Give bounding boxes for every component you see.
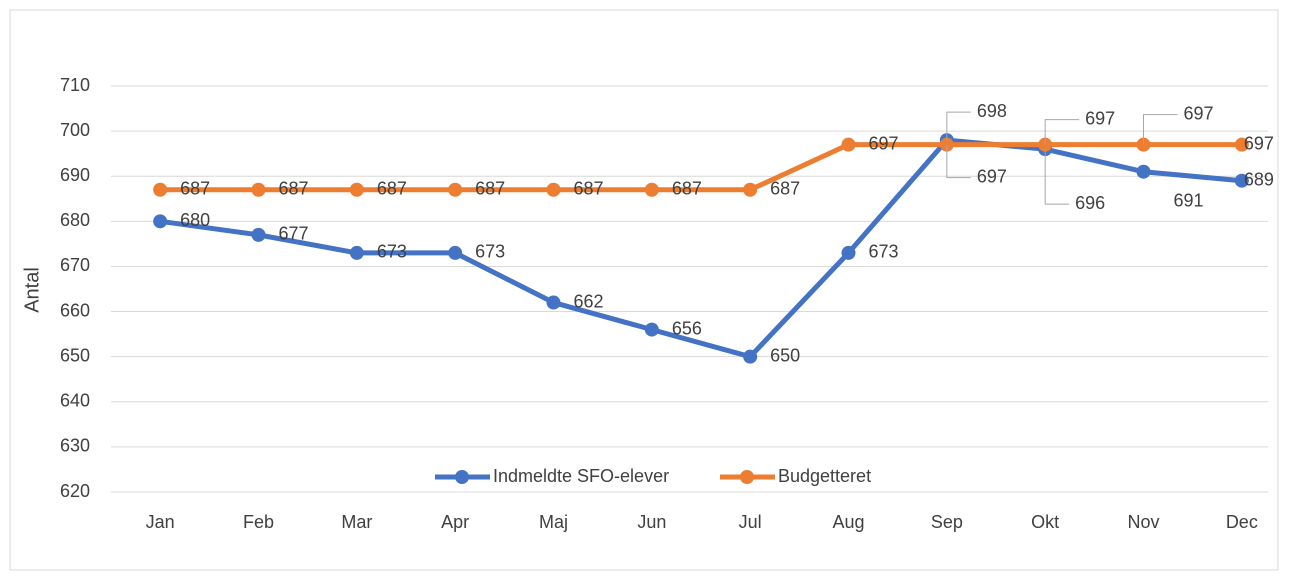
data-label: 697 — [1244, 133, 1274, 153]
data-label: 677 — [279, 224, 309, 244]
x-tick-label: Maj — [539, 512, 568, 532]
data-label: 673 — [869, 242, 899, 262]
marker — [743, 182, 758, 197]
marker — [841, 245, 856, 260]
marker — [546, 295, 561, 310]
chart-border — [9, 9, 1279, 571]
series-line — [160, 142, 1242, 193]
data-label: 697 — [977, 166, 1007, 186]
x-tick-label: Jun — [637, 512, 666, 532]
data-label: 691 — [1174, 190, 1204, 210]
marker — [153, 182, 168, 197]
leader-line — [946, 144, 971, 179]
marker — [841, 137, 856, 152]
y-tick-label: 630 — [60, 436, 90, 456]
marker — [1234, 137, 1249, 152]
y-tick-label: 690 — [60, 165, 90, 185]
marker — [349, 245, 364, 260]
legend-marker — [455, 470, 469, 484]
data-label: 673 — [475, 242, 505, 262]
y-tick-label: 620 — [60, 481, 90, 501]
y-tick-label: 650 — [60, 345, 90, 365]
data-label: 680 — [180, 210, 210, 230]
marker — [1136, 164, 1151, 179]
data-label: 697 — [869, 133, 899, 153]
x-tick-label: Aug — [832, 512, 864, 532]
data-label: 687 — [770, 179, 800, 199]
y-tick-label: 670 — [60, 255, 90, 275]
series-line — [159, 137, 1243, 360]
x-tick-label: Jan — [146, 512, 175, 532]
x-tick-label: Mar — [341, 512, 372, 532]
y-tick-label: 680 — [60, 210, 90, 230]
data-label: 698 — [977, 101, 1007, 121]
marker — [644, 322, 659, 337]
x-tick-label: Apr — [441, 512, 469, 532]
marker — [743, 349, 758, 364]
leader-line — [946, 111, 971, 141]
marker — [644, 182, 659, 197]
data-label: 650 — [770, 345, 800, 365]
marker — [153, 214, 168, 229]
x-tick-label: Sep — [931, 512, 963, 532]
x-tick-label: Okt — [1031, 512, 1059, 532]
x-tick-label: Dec — [1226, 512, 1258, 532]
legend-label: Budgetteret — [778, 466, 871, 486]
y-tick-label: 660 — [60, 300, 90, 320]
marker — [448, 182, 463, 197]
data-label: 687 — [574, 179, 604, 199]
marker — [448, 245, 463, 260]
x-tick-label: Feb — [243, 512, 274, 532]
marker — [546, 182, 561, 197]
leader-line — [1044, 149, 1070, 205]
marker — [251, 227, 266, 242]
marker — [251, 182, 266, 197]
data-label: 687 — [180, 179, 210, 199]
y-axis-label: Antal — [21, 267, 43, 313]
data-label: 673 — [377, 242, 407, 262]
marker — [349, 182, 364, 197]
data-label: 697 — [1085, 108, 1115, 128]
leader-line — [1143, 114, 1178, 145]
y-tick-label: 710 — [60, 75, 90, 95]
data-label: 687 — [672, 179, 702, 199]
data-label: 656 — [672, 318, 702, 338]
data-label: 687 — [279, 179, 309, 199]
data-label: 687 — [475, 179, 505, 199]
data-label: 696 — [1075, 193, 1105, 213]
leader-line — [1044, 119, 1080, 145]
x-tick-label: Nov — [1127, 512, 1159, 532]
y-tick-label: 700 — [60, 120, 90, 140]
y-tick-label: 640 — [60, 391, 90, 411]
data-label: 697 — [1184, 103, 1214, 123]
data-label: 662 — [574, 291, 604, 311]
data-label: 687 — [377, 179, 407, 199]
legend-marker — [740, 470, 754, 484]
data-label: 689 — [1244, 169, 1274, 189]
legend-label: Indmeldte SFO-elever — [493, 466, 669, 486]
marker — [1234, 173, 1249, 188]
x-tick-label: Jul — [739, 512, 762, 532]
